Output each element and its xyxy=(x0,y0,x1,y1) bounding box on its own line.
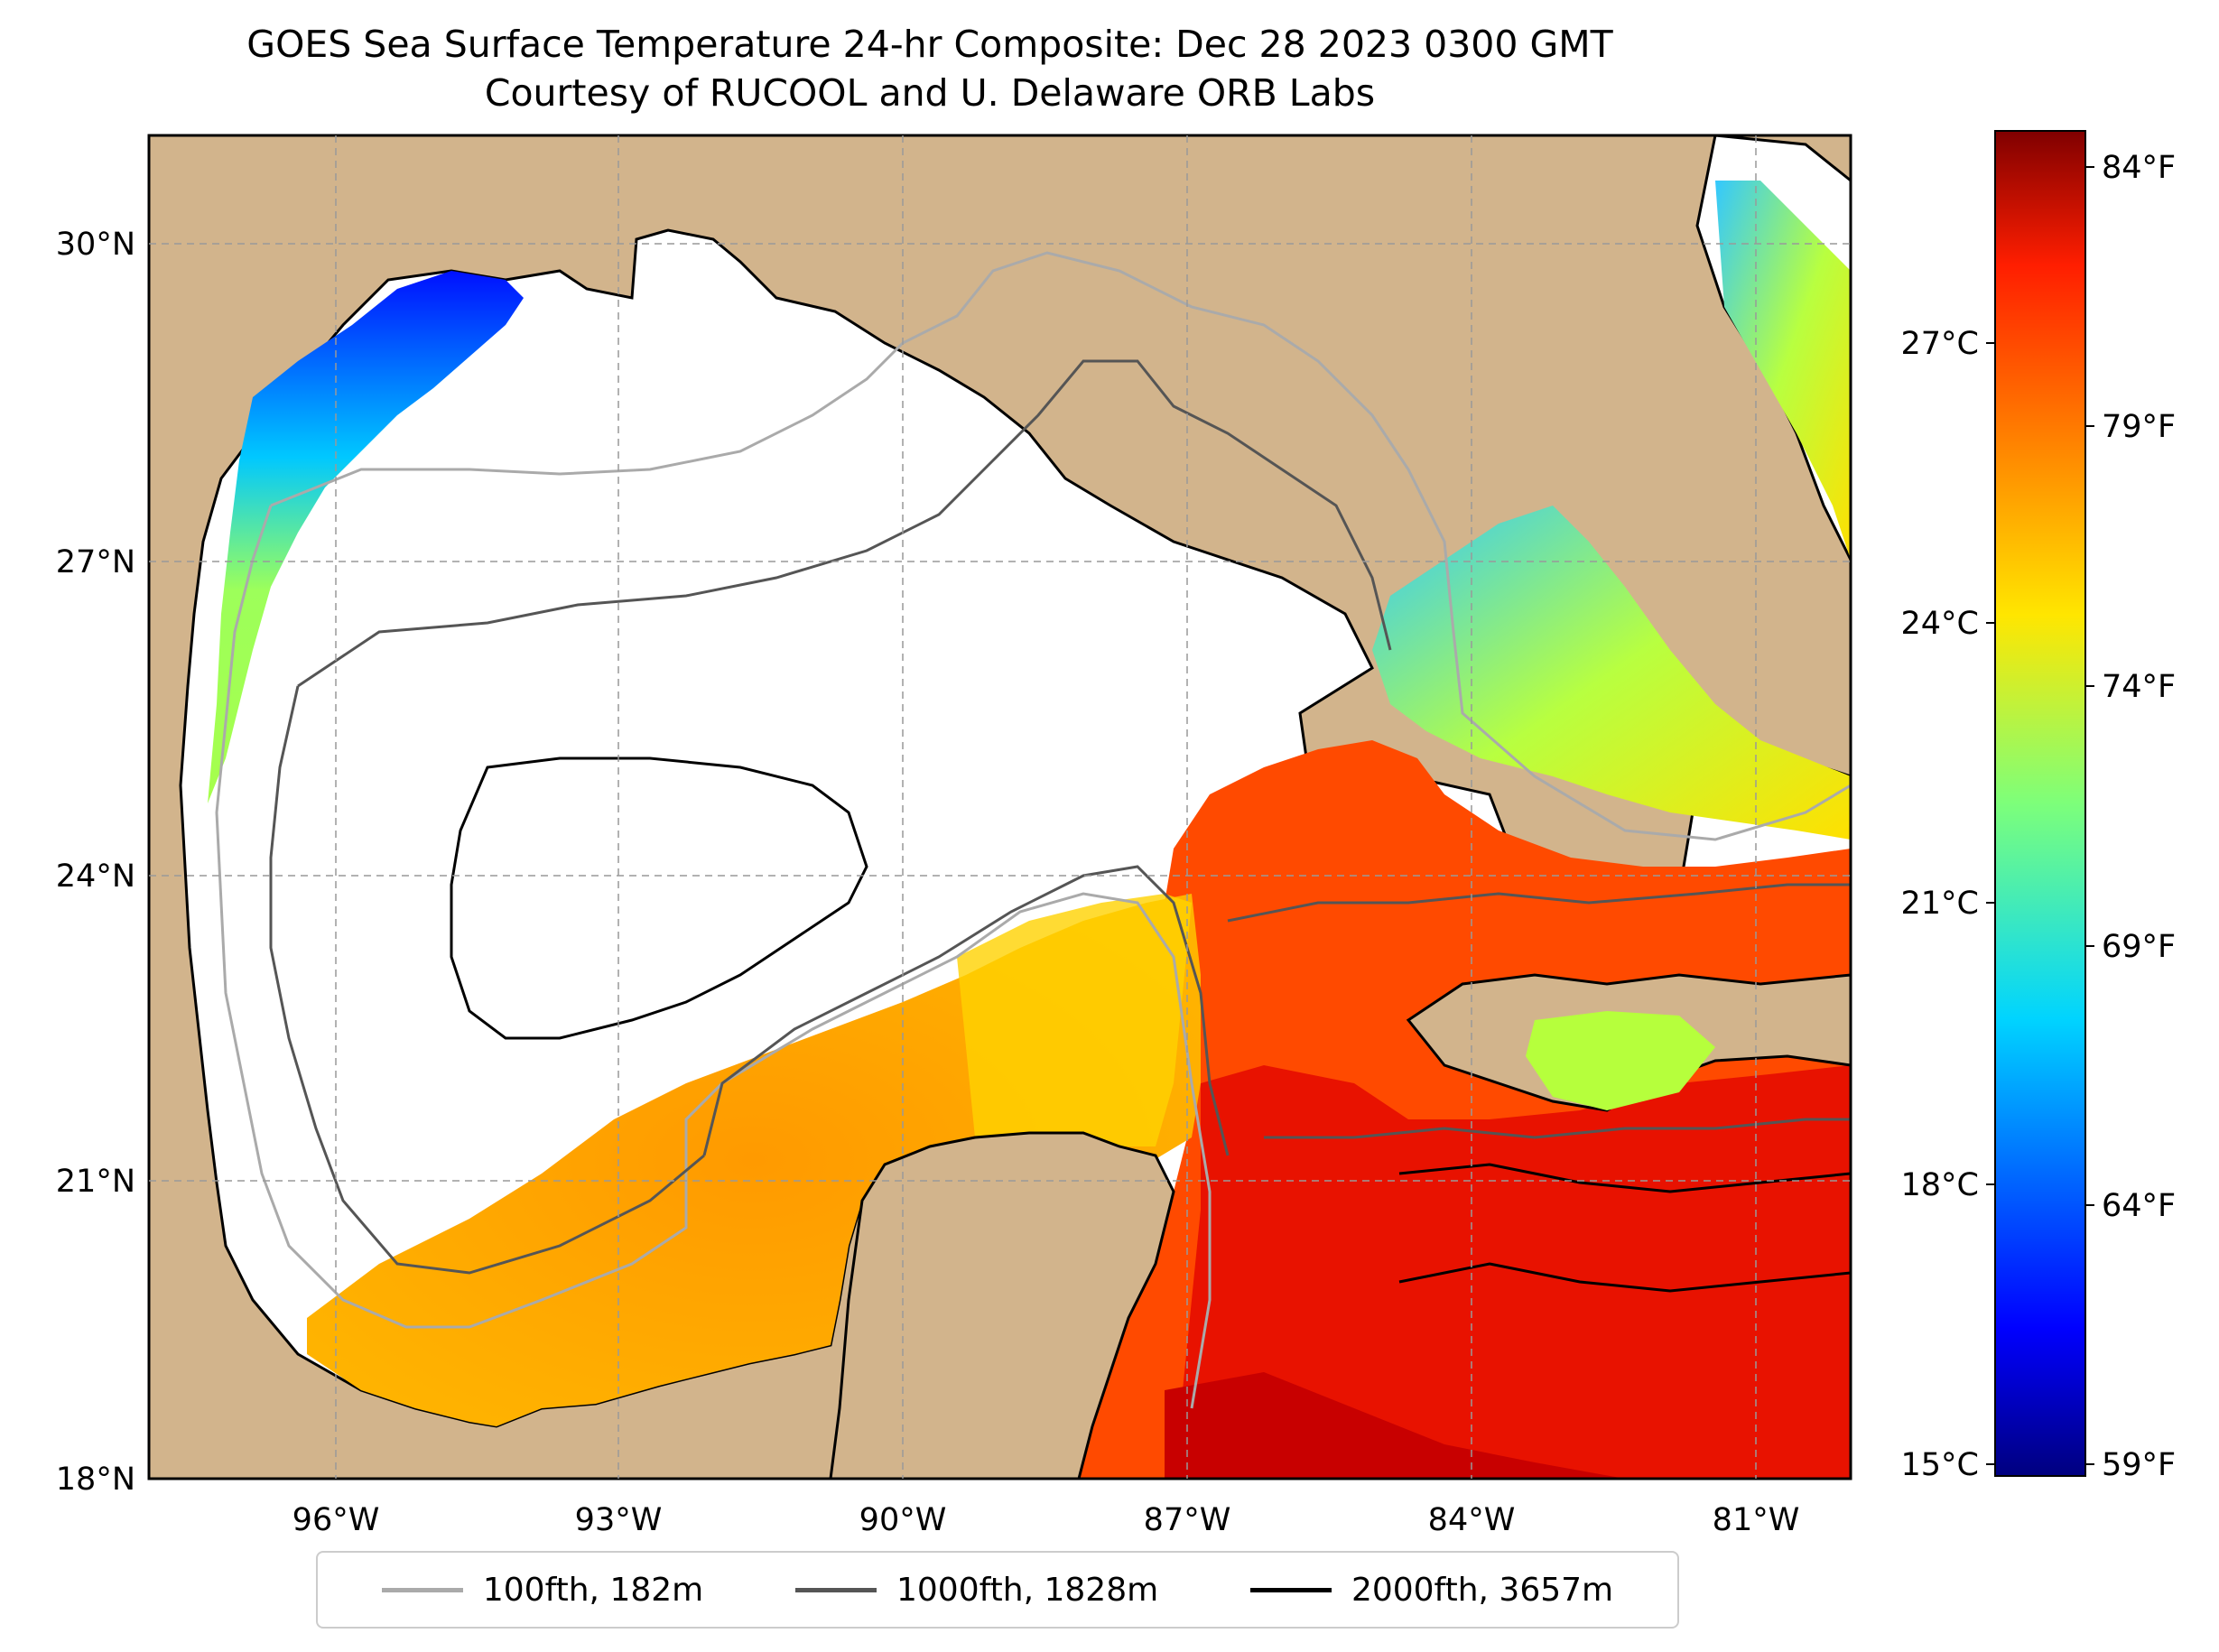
colorbar-celsius-ticks xyxy=(1986,342,1995,1465)
legend-item-2000fth: 2000fth, 3657m xyxy=(1249,1571,1614,1609)
gridlines xyxy=(149,135,1851,1479)
legend-label: 2000fth, 3657m xyxy=(1351,1571,1614,1609)
fahrenheit-label: 84°F xyxy=(2102,150,2176,186)
lat-label: 27°N xyxy=(56,544,135,580)
celsius-label: 24°C xyxy=(1901,606,1979,642)
sst-atlantic-strip xyxy=(1715,181,1851,560)
chart-subtitle: Courtesy of RUCOOL and U. Delaware ORB L… xyxy=(484,71,1376,115)
bathymetry-contours xyxy=(215,251,1851,1409)
map-area xyxy=(149,135,1851,1479)
colorbar-fahrenheit-labels: 84°F 79°F 74°F 69°F 64°F 59°F xyxy=(2102,150,2176,1483)
legend-label: 1000fth, 1828m xyxy=(896,1571,1159,1609)
sst-yucatan-shelf xyxy=(957,894,1192,1146)
sst-florida-shelf xyxy=(1372,506,1851,840)
sst-cayman-patch xyxy=(1526,1011,1715,1110)
lon-label: 90°W xyxy=(859,1502,947,1538)
sst-caribbean xyxy=(1165,1065,1851,1479)
fahrenheit-label: 59°F xyxy=(2102,1447,2176,1483)
lon-label: 93°W xyxy=(575,1502,663,1538)
fahrenheit-label: 69°F xyxy=(2102,929,2176,965)
legend-label: 100fth, 182m xyxy=(482,1571,704,1609)
lon-label: 81°W xyxy=(1713,1502,1800,1538)
lon-label: 84°W xyxy=(1428,1502,1516,1538)
legend-swatch xyxy=(795,1587,877,1592)
map-frame xyxy=(147,134,1852,1480)
lat-label: 21°N xyxy=(56,1164,135,1200)
lat-label: 30°N xyxy=(56,227,135,263)
celsius-label: 27°C xyxy=(1901,326,1979,362)
celsius-label: 18°C xyxy=(1901,1167,1979,1203)
sst-texas-shelf xyxy=(208,271,524,803)
lon-label: 96°W xyxy=(292,1502,380,1538)
lat-labels: 30°N 27°N 24°N 21°N 18°N xyxy=(56,227,135,1498)
lat-label: 18°N xyxy=(56,1462,135,1498)
lon-label: 87°W xyxy=(1144,1502,1231,1538)
lon-labels: 96°W 93°W 90°W 87°W 84°W 81°W xyxy=(292,1502,1800,1538)
chart-title: GOES Sea Surface Temperature 24-hr Compo… xyxy=(246,23,1613,66)
land-yucatan xyxy=(829,1131,1175,1479)
legend-swatch xyxy=(381,1587,463,1592)
colorbar xyxy=(1994,130,2086,1477)
celsius-label: 15°C xyxy=(1901,1447,1979,1483)
legend-swatch xyxy=(1249,1587,1332,1592)
celsius-label: 21°C xyxy=(1901,886,1979,922)
contour-legend: 100fth, 182m 1000fth, 1828m 2000fth, 365… xyxy=(316,1551,1679,1629)
lat-label: 24°N xyxy=(56,858,135,895)
colorbar-celsius-labels: 27°C 24°C 21°C 18°C 15°C xyxy=(1901,326,1979,1483)
fahrenheit-label: 74°F xyxy=(2102,669,2176,705)
fahrenheit-label: 79°F xyxy=(2102,409,2176,445)
fahrenheit-label: 64°F xyxy=(2102,1188,2176,1224)
sst-caribbean-deep xyxy=(1165,1372,1625,1479)
colorbar-fahrenheit-ticks xyxy=(2085,166,2094,1465)
legend-item-1000fth: 1000fth, 1828m xyxy=(795,1572,1158,1609)
legend-item-100fth: 100fth, 182m xyxy=(381,1571,704,1609)
